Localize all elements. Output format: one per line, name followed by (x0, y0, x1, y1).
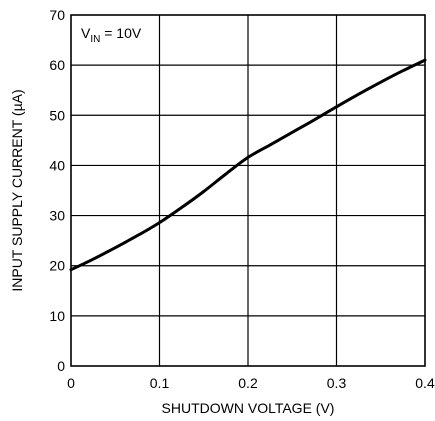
x-tick-label: 0.4 (415, 375, 435, 391)
x-axis-title: SHUTDOWN VOLTAGE (V) (162, 400, 335, 416)
x-tick-label: 0.3 (327, 375, 347, 391)
x-tick-label: 0.2 (238, 375, 258, 391)
y-axis-title: INPUT SUPPLY CURRENT (µA) (9, 89, 25, 291)
vin-annotation-sub: IN (90, 34, 100, 45)
y-tick-label: 30 (49, 208, 65, 224)
grid-lines (71, 15, 425, 366)
vin-annotation-rest: = 10V (100, 25, 142, 41)
y-tick-label: 40 (49, 157, 65, 173)
plot-frame (70, 14, 426, 367)
y-tick-label: 10 (49, 308, 65, 324)
vin-annotation: VIN = 10V (81, 25, 142, 45)
y-tick-label: 60 (49, 57, 65, 73)
x-tick-labels: 0 0.1 0.2 0.3 0.4 (67, 375, 435, 391)
y-tick-labels: 0 10 20 30 40 50 60 70 (49, 7, 65, 374)
series-line (69, 58, 427, 272)
y-tick-label: 50 (49, 107, 65, 123)
vin-annotation-main: V (81, 25, 91, 41)
x-tick-label: 0.1 (150, 375, 170, 391)
x-tick-label: 0 (67, 375, 75, 391)
y-tick-label: 0 (57, 358, 65, 374)
y-tick-label: 70 (49, 7, 65, 23)
y-tick-label: 20 (49, 258, 65, 274)
